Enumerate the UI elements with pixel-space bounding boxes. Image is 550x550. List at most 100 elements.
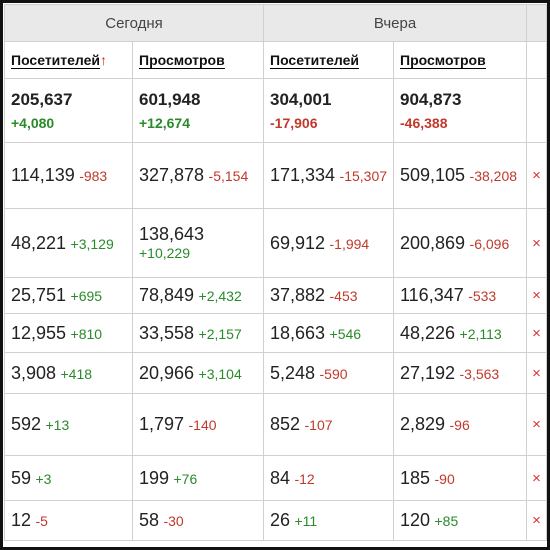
delta: -3,563 — [459, 365, 500, 382]
delta: -453 — [329, 288, 358, 304]
delta: +2,157 — [198, 325, 242, 342]
stat-cell: 601,948 +12,674 — [132, 78, 264, 143]
column-header[interactable]: Посетителей — [263, 41, 394, 79]
stat-cell: 58 -30 — [132, 500, 264, 541]
delta: -6,096 — [469, 235, 510, 252]
delta: +546 — [329, 325, 362, 342]
delta: -1,994 — [329, 235, 370, 252]
count: 20,966 — [139, 362, 195, 383]
count: 114,139 — [11, 165, 75, 185]
column-row: Посетителей↑ Просмотров Посетителей Прос… — [4, 41, 547, 79]
count: 171,334 — [270, 165, 336, 185]
stat-cell: 171,334 -15,307 — [263, 142, 394, 209]
delta: +13 — [45, 417, 70, 433]
data-row: 12,955 +810 33,558 +2,157 18,663 +546 48,22… — [4, 313, 547, 353]
delta: +76 — [173, 470, 198, 487]
remove-button[interactable]: × — [526, 455, 547, 501]
stat-cell: 114,139 -983 — [4, 142, 133, 209]
count: 2,829 — [400, 414, 446, 434]
stat-cell: 120 +85 — [392, 500, 528, 541]
count: 185 — [400, 467, 431, 488]
delta: +418 — [60, 365, 93, 382]
column-link[interactable]: Посетителей — [270, 52, 360, 69]
remove-button[interactable]: × — [526, 313, 547, 353]
group-header: Вчера — [262, 4, 528, 42]
delta: -38,208 — [469, 168, 518, 184]
remove-button[interactable]: × — [526, 500, 547, 541]
stat-cell: 59 +3 — [4, 455, 133, 501]
stat-cell: 592 +13 — [4, 393, 133, 456]
delta: +10,229 — [139, 244, 190, 261]
data-row: 48,221 +3,129 138,643 +10,229 69,912 -1,99… — [4, 208, 547, 278]
stat-cell: 12 -5 — [4, 500, 133, 541]
count: 904,873 — [400, 90, 462, 109]
count: 33,558 — [139, 322, 195, 343]
stat-cell: 1,797 -140 — [132, 393, 264, 456]
stat-cell: 2,829 -96 — [392, 393, 528, 456]
delta: +11 — [294, 513, 318, 529]
count: 84 — [270, 467, 291, 488]
blank — [526, 41, 547, 79]
stats-table: Сегодня Вчера Посетителей↑ Просмотров По… — [4, 4, 547, 541]
data-row: 25,751 +695 78,849 +2,432 37,882 -453 116,3… — [4, 277, 547, 314]
count: 26 — [270, 510, 291, 530]
count: 120 — [400, 510, 431, 530]
data-row: 3,908 +418 20,966 +3,104 5,248 -590 27,192 … — [4, 352, 547, 394]
count: 138,643 — [139, 223, 205, 244]
stat-cell: 5,248 -590 — [263, 352, 394, 394]
blank — [526, 4, 547, 42]
remove-button[interactable]: × — [526, 142, 547, 209]
delta: +3,104 — [198, 365, 242, 382]
delta: -107 — [304, 417, 333, 433]
stat-cell: 3,908 +418 — [4, 352, 133, 394]
stat-cell: 116,347 -533 — [392, 277, 528, 314]
count: 205,637 — [11, 90, 73, 109]
stat-cell: 304,001 -17,906 — [263, 78, 394, 143]
group-header: Сегодня — [4, 4, 264, 42]
stat-cell: 852 -107 — [263, 393, 394, 456]
data-row: 12 -5 58 -30 26 +11 120 +85 × — [4, 500, 547, 541]
count: 3,908 — [11, 362, 57, 383]
count: 58 — [139, 510, 160, 530]
delta: -533 — [468, 288, 497, 304]
delta: +85 — [434, 513, 459, 529]
delta: +2,113 — [459, 325, 502, 342]
delta: -90 — [434, 470, 455, 487]
delta: +810 — [70, 325, 103, 342]
delta: +695 — [70, 288, 103, 304]
remove-button[interactable]: × — [526, 352, 547, 394]
count: 5,248 — [270, 362, 316, 383]
count: 27,192 — [400, 362, 456, 383]
delta: +12,674 — [139, 115, 190, 131]
remove-button[interactable]: × — [526, 208, 547, 278]
data-row: 592 +13 1,797 -140 852 -107 2,829 -96 × — [4, 393, 547, 456]
stat-cell: 12,955 +810 — [4, 313, 133, 353]
remove-button[interactable]: × — [526, 393, 547, 456]
count: 304,001 — [270, 90, 332, 109]
delta: -140 — [188, 417, 217, 433]
count: 200,869 — [400, 232, 466, 253]
count: 852 — [270, 414, 301, 434]
count: 12,955 — [11, 322, 67, 343]
count: 592 — [11, 414, 42, 434]
column-link[interactable]: Просмотров — [400, 52, 486, 69]
delta: +3,129 — [70, 235, 114, 252]
stat-cell: 18,663 +546 — [263, 313, 394, 353]
stat-cell: 509,105 -38,208 — [392, 142, 528, 209]
count: 199 — [139, 467, 170, 488]
stat-cell: 48,221 +3,129 — [4, 208, 133, 278]
stat-cell: 327,878 -5,154 — [132, 142, 264, 209]
column-header[interactable]: Просмотров — [392, 41, 528, 79]
stat-cell: 185 -90 — [392, 455, 528, 501]
column-header[interactable]: Посетителей↑ — [4, 41, 133, 79]
remove-button[interactable]: × — [526, 277, 547, 314]
column-header[interactable]: Просмотров — [132, 41, 264, 79]
count: 327,878 — [139, 165, 205, 185]
count: 509,105 — [400, 165, 466, 185]
count: 48,221 — [11, 232, 67, 253]
stat-cell: 37,882 -453 — [263, 277, 394, 314]
data-row: 114,139 -983 327,878 -5,154 171,334 -15,30… — [4, 142, 547, 209]
column-link[interactable]: Просмотров — [139, 52, 225, 69]
column-link[interactable]: Посетителей — [11, 52, 101, 69]
count: 601,948 — [139, 90, 201, 109]
